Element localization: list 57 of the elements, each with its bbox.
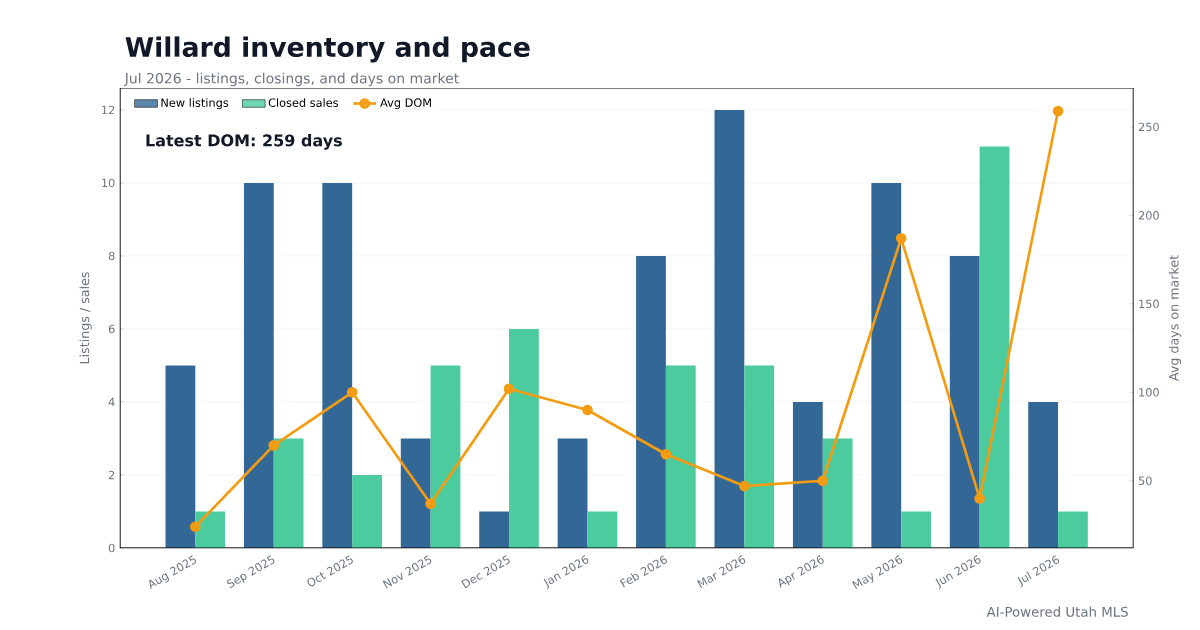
point: [189, 521, 201, 533]
y-tick-label: 2: [108, 470, 115, 480]
y-tick-label: 4: [108, 397, 115, 407]
chart-subtitle: Jul 2026 - listings, closings, and days on market: [123, 72, 459, 87]
point: [738, 480, 750, 492]
y-tick-label: 0: [108, 543, 115, 553]
point: [660, 448, 672, 460]
bar: [792, 401, 823, 548]
bar: [901, 511, 931, 548]
y-tick-label: 10: [102, 178, 115, 188]
legend-label: Closed sales: [268, 98, 339, 107]
bar: [479, 511, 510, 548]
bar: [979, 146, 1010, 548]
y-tick-label: 6: [108, 324, 115, 334]
bar: [243, 182, 274, 548]
bar: [557, 438, 588, 548]
bar: [1058, 511, 1088, 548]
bar: [587, 511, 618, 548]
bar: [165, 365, 196, 548]
point: [1052, 105, 1064, 117]
legend-label: New listings: [161, 98, 229, 110]
bar: [744, 365, 775, 548]
annotation: Latest DOM: 259 days: [146, 134, 342, 150]
y-tick-label: 8: [108, 251, 115, 261]
bar: [400, 438, 431, 548]
y-tick-label: 12: [102, 105, 115, 115]
bar: [636, 255, 666, 548]
bar: [714, 109, 745, 548]
point: [582, 404, 593, 416]
bar: [273, 438, 304, 548]
point: [268, 440, 280, 451]
y2-tick-label: 150: [1139, 299, 1159, 309]
bar: [430, 365, 461, 548]
text: AI-Powered Utah MLS: [986, 606, 1128, 617]
bar: [322, 182, 353, 548]
y2-tick-label: 200: [1138, 211, 1159, 220]
bar: [665, 365, 696, 548]
bar: [1028, 401, 1059, 548]
y2-axis-title: Avg days on market: [1168, 255, 1182, 381]
point: [346, 386, 358, 398]
y2-tick-label: 250: [1138, 122, 1159, 132]
point: [817, 475, 829, 487]
bar: [822, 438, 853, 548]
point: [425, 498, 436, 510]
point: [503, 383, 515, 395]
y2-tick-label: 100: [1139, 388, 1159, 397]
y2-tick-label: 50: [1138, 476, 1152, 486]
y-axis-title: Listings / sales: [79, 272, 92, 364]
bar: [352, 474, 382, 548]
point: [895, 233, 907, 244]
point: [974, 493, 985, 504]
bar: [195, 511, 226, 548]
bar: [871, 182, 902, 548]
legend-label: Avg DOM: [380, 98, 431, 110]
bar: [509, 328, 539, 548]
chart-title: Willard inventory and pace: [125, 36, 530, 63]
bar: [949, 255, 980, 548]
